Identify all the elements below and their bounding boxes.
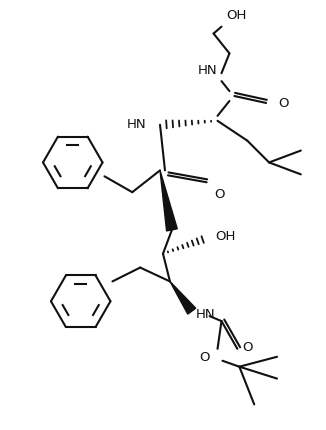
Text: HN: HN <box>126 118 146 131</box>
Text: OH: OH <box>215 230 236 243</box>
Text: O: O <box>242 341 253 353</box>
Polygon shape <box>170 282 196 314</box>
Text: O: O <box>278 97 289 110</box>
Text: O: O <box>215 187 225 200</box>
Text: OH: OH <box>227 9 247 22</box>
Polygon shape <box>160 171 177 231</box>
Text: O: O <box>199 350 210 363</box>
Text: HN: HN <box>198 64 217 77</box>
Text: HN: HN <box>196 307 215 320</box>
